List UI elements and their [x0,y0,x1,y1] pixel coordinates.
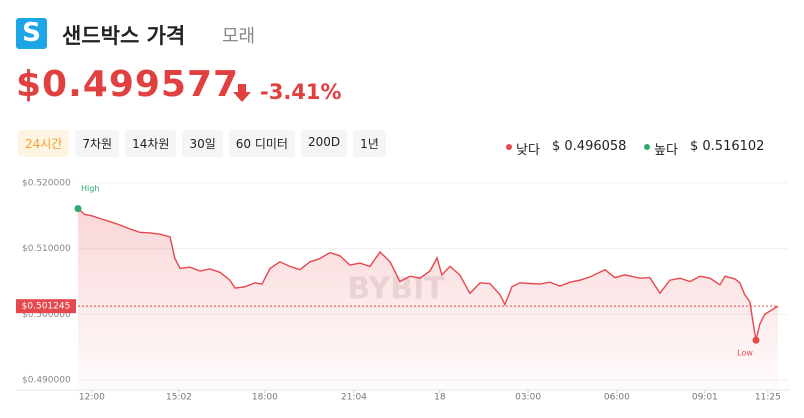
tab[interactable]: 200D [300,130,348,157]
x-tick-label: 18 [434,393,446,403]
price-line [77,208,779,341]
high-value: $ 0.516102 [690,139,765,154]
y-tick-label: $0.490000 [22,376,71,386]
logo: S [16,18,47,49]
low-value: $ 0.496058 [552,139,627,154]
high-dot [74,205,82,213]
tab[interactable]: 1년 [353,130,386,157]
x-tick-label: 21:04 [341,393,367,403]
high-label: 높다 [654,143,678,158]
y-tick-label: $0.500000 [22,310,71,320]
low-dot [506,144,512,150]
tab[interactable]: 60 디미터 [228,130,295,157]
high-label: High [81,184,99,193]
high-dot [644,144,650,150]
low-label: Low [737,349,753,358]
x-tick-label: 15:02 [166,393,192,403]
x-tick-label: 03:00 [515,393,541,403]
tab[interactable]: 14차원 [125,130,177,157]
change: -3.41% [260,80,342,104]
low-dot [752,336,760,344]
down-arrow [233,84,251,102]
tab[interactable]: 7차원 [75,130,120,157]
low-label: 낮다 [516,143,540,158]
tab[interactable]: 24시간 [18,130,70,157]
subtitle: 모래 [222,26,256,47]
x-tick-label: 06:00 [604,393,630,403]
tabs: 24시간 7차원 14차원 30일 60 디미터 200D 1년 [18,130,386,157]
current-price-label: $0.501245 [22,302,71,312]
tab[interactable]: 30일 [182,130,223,157]
current-price-box [16,299,76,314]
x-tick-label: 12:00 [79,393,105,403]
y-tick-label: $0.520000 [22,179,71,189]
x-tick-label: 11:25 [755,393,781,403]
y-tick-label: $0.510000 [22,244,71,254]
x-tick-label: 18:00 [252,393,278,403]
title: 샌드박스 가격 [62,24,186,48]
x-tick-label: 09:01 [692,393,718,403]
area [78,208,778,390]
price: $0.499577 [16,64,240,105]
